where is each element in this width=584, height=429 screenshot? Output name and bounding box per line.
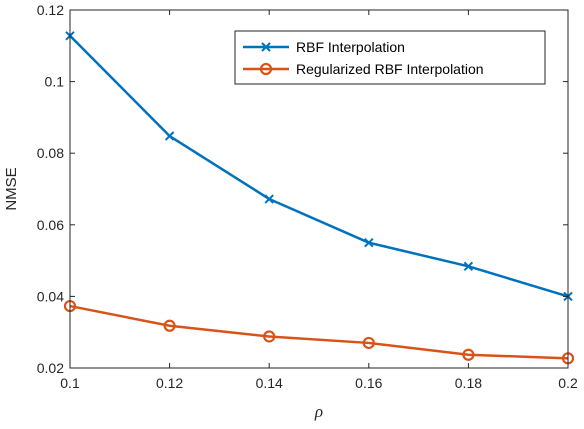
legend-marker xyxy=(259,62,273,76)
legend: RBF Interpolation Regularized RBF Interpo… xyxy=(234,30,546,85)
x-tick-label: 0.16 xyxy=(355,375,382,391)
y-tick-label: 0.08 xyxy=(37,145,64,161)
data-point xyxy=(364,237,374,248)
x-tick-label: 0.2 xyxy=(558,375,578,391)
legend-entries: RBF Interpolation Regularized RBF Interpo… xyxy=(243,39,484,77)
series-line xyxy=(69,304,569,360)
legend-box xyxy=(234,30,546,85)
x-tick-label: 0.18 xyxy=(455,375,482,391)
y-axis-label: NMSE xyxy=(3,167,20,210)
series-line xyxy=(69,34,569,298)
data-point xyxy=(263,330,276,343)
legend-marker xyxy=(261,42,271,52)
x-axis-ticks: 0.1 0.12 0.14 0.16 0.18 0.2 xyxy=(60,10,578,391)
data-point xyxy=(462,348,475,361)
y-tick-label: 0.1 xyxy=(45,74,65,90)
data-point xyxy=(164,131,175,141)
y-axis-ticks: 0.02 0.04 0.06 0.08 0.1 0.12 xyxy=(37,2,568,376)
y-tick-label: 0.06 xyxy=(37,217,64,233)
x-tick-label: 0.1 xyxy=(60,375,80,391)
data-point xyxy=(264,194,274,204)
y-tick-label: 0.02 xyxy=(37,360,64,376)
x-axis-label: ρ xyxy=(314,402,323,421)
x-tick-label: 0.14 xyxy=(256,375,283,391)
legend-entry: RBF Interpolation xyxy=(243,39,405,55)
y-tick-label: 0.12 xyxy=(37,2,64,18)
series-2 xyxy=(63,299,575,365)
y-tick-label: 0.04 xyxy=(37,288,64,304)
series-layer xyxy=(63,31,575,365)
data-point xyxy=(163,319,176,332)
plot-frame xyxy=(69,9,569,369)
data-point xyxy=(362,336,375,350)
legend-entry: Regularized RBF Interpolation xyxy=(243,61,484,77)
legend-label: Regularized RBF Interpolation xyxy=(296,61,484,77)
legend-label: RBF Interpolation xyxy=(296,39,405,55)
x-tick-label: 0.12 xyxy=(156,375,183,391)
data-point xyxy=(463,261,474,272)
